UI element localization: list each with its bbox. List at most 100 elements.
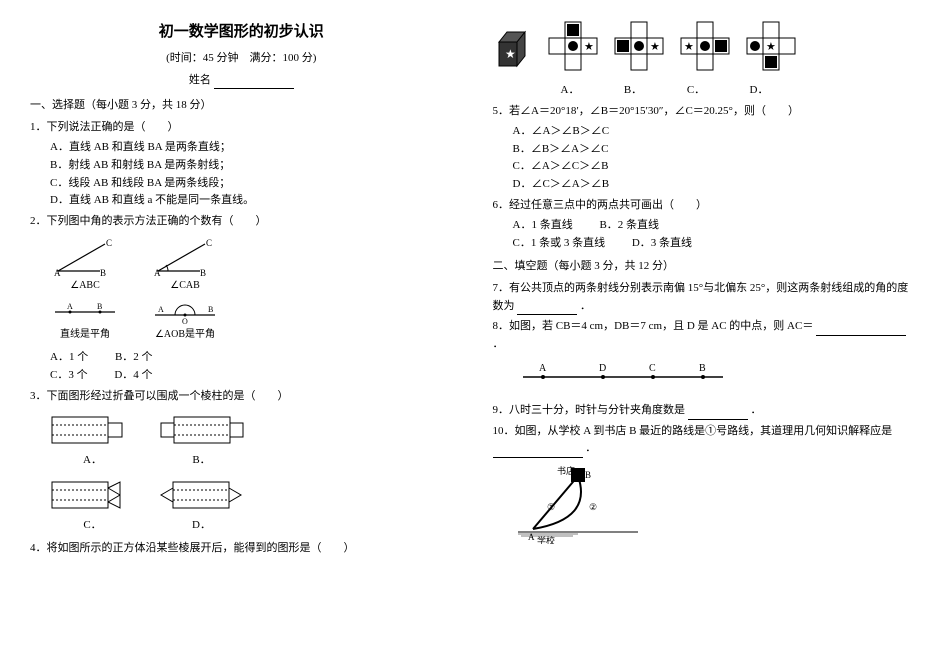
- q7-stem2: ．: [580, 300, 591, 312]
- q1-c: C．线段 AB 和线段 BA 是两条线段；: [50, 175, 453, 193]
- q5-a: A．∠A＞∠B＞∠C: [513, 123, 916, 141]
- svg-text:A: A: [158, 305, 164, 314]
- q10: 10．如图，从学校 A 到书店 B 最近的路线是①号路线，其道理用几何知识解释应…: [493, 423, 916, 458]
- q2-fig3: A B 直线是平角: [50, 300, 120, 343]
- section2-head: 二、填空题（每小题 3 分，共 12 分）: [493, 258, 916, 276]
- net-label-c: C．: [669, 82, 724, 100]
- fold-c-svg: [50, 476, 135, 514]
- q3-figD: D．: [159, 476, 244, 535]
- q5-b: B．∠B＞∠A＞∠C: [513, 141, 916, 159]
- svg-text:A: A: [528, 532, 535, 542]
- svg-text:A: A: [154, 268, 161, 276]
- name-blank: [214, 88, 294, 89]
- fold-b-svg: [159, 411, 244, 449]
- svg-text:C: C: [106, 238, 112, 248]
- svg-text:①: ①: [547, 502, 555, 512]
- q6-row1: A．1 条直线 B．2 条直线: [513, 217, 916, 235]
- q2-fig4: A O B ∠AOB是平角: [150, 300, 220, 343]
- q1-a: A．直线 AB 和直线 BA 是两条直线；: [50, 139, 453, 157]
- q10-figure: A B 书店 学校 ① ②: [513, 464, 916, 551]
- q3-figA: A．: [50, 411, 135, 470]
- q7-blank: [517, 314, 577, 315]
- left-column: 初一数学图形的初步认识 (时间：45 分钟 满分：100 分) 姓名 一、选择题…: [30, 20, 453, 648]
- q8-figure: A D C B: [513, 359, 916, 396]
- svg-text:A: A: [539, 363, 547, 374]
- q8: 8．如图，若 CB＝4 cm，DB＝7 cm，且 D 是 AC 的中点，则 AC…: [493, 318, 916, 353]
- q3-capB: B．: [159, 452, 244, 470]
- svg-text:B: B: [200, 268, 206, 276]
- q3-row1: A． B．: [50, 411, 453, 470]
- q2-cap2: ∠CAB: [150, 278, 220, 294]
- right-column: ★ ★ ★: [493, 20, 916, 648]
- q6-b: B．2 条直线: [599, 217, 659, 235]
- net-c-svg: ★: [677, 20, 735, 78]
- q4-stem: 4．将如图所示的正方体沿某些棱展开后，能得到的图形是（ ）: [30, 540, 453, 558]
- number-line-svg: A D C B: [513, 359, 733, 389]
- q3-stem: 3．下面图形经过折叠可以围成一个棱柱的是（ ）: [30, 388, 453, 406]
- svg-text:B: B: [699, 363, 706, 374]
- q3-capD: D．: [159, 517, 244, 535]
- q2-fig2: A B C ∠CAB: [150, 236, 220, 294]
- q5-c: C．∠A＞∠C＞∠B: [513, 158, 916, 176]
- fold-d-svg: [159, 476, 244, 514]
- net-a-svg: ★: [545, 20, 603, 78]
- svg-text:C: C: [649, 363, 656, 374]
- q3-row2: C． D．: [50, 476, 453, 535]
- svg-text:学校: 学校: [537, 535, 555, 544]
- svg-text:★: ★: [684, 41, 694, 53]
- svg-text:A: A: [67, 302, 73, 311]
- q2-fig1: A B C ∠ABC: [50, 236, 120, 294]
- svg-text:B: B: [97, 302, 102, 311]
- svg-text:B: B: [208, 305, 213, 314]
- svg-text:书店: 书店: [557, 465, 575, 476]
- svg-text:★: ★: [584, 41, 594, 53]
- net-d-svg: ★: [743, 20, 801, 78]
- q3-figB: B．: [159, 411, 244, 470]
- q9-stem2: ．: [751, 404, 762, 416]
- q2-cap4: ∠AOB是平角: [150, 327, 220, 343]
- svg-text:★: ★: [505, 47, 516, 61]
- net-labels: A． B． C． D．: [543, 82, 916, 100]
- q1-b: B．射线 AB 和射线 BA 是两条射线；: [50, 157, 453, 175]
- svg-text:②: ②: [589, 502, 597, 512]
- q2-stem: 2．下列图中角的表示方法正确的个数有（ ）: [30, 213, 453, 231]
- nets-row: ★ ★ ★: [493, 20, 916, 78]
- q3-capC: C．: [50, 517, 135, 535]
- q6-d: D．3 条直线: [632, 235, 692, 253]
- q2-b: B．2 个: [115, 349, 153, 367]
- name-label: 姓名: [189, 74, 211, 86]
- net-b-svg: ★: [611, 20, 669, 78]
- angle-cab-svg: A B C: [150, 236, 220, 276]
- svg-text:D: D: [599, 363, 606, 374]
- q7: 7．有公共顶点的两条射线分别表示南偏 15°与北偏东 25°，则这两条射线组成的…: [493, 280, 916, 315]
- straight-angle-svg: A O B: [150, 300, 220, 325]
- q2-opts-row1: A．1 个 B．2 个: [50, 349, 453, 367]
- svg-text:B: B: [585, 470, 591, 480]
- q2-cap1: ∠ABC: [50, 278, 120, 294]
- fold-a-svg: [50, 411, 135, 449]
- q2-figs-row1: A B C ∠ABC A B C ∠CAB: [50, 236, 453, 294]
- q10-stem1: 10．如图，从学校 A 到书店 B 最近的路线是①号路线，其道理用几何知识解释应…: [493, 425, 893, 437]
- angle-abc-svg: A B C: [50, 236, 120, 276]
- q8-stem2: ．: [493, 338, 504, 350]
- cube-svg: ★: [493, 24, 537, 74]
- q6-row2: C．1 条或 3 条直线 D．3 条直线: [513, 235, 916, 253]
- svg-text:O: O: [182, 317, 188, 325]
- q8-blank: [816, 335, 906, 336]
- q9-stem1: 9．八时三十分，时针与分针夹角度数是: [493, 404, 686, 416]
- q1-stem: 1．下列说法正确的是（ ）: [30, 119, 453, 137]
- section1-head: 一、选择题（每小题 3 分，共 18 分）: [30, 97, 453, 115]
- name-line: 姓名: [30, 72, 453, 90]
- q2-cap3: 直线是平角: [50, 327, 120, 343]
- q3-figC: C．: [50, 476, 135, 535]
- q2-d: D．4 个: [114, 367, 152, 385]
- doc-subtitle: (时间：45 分钟 满分：100 分): [30, 50, 453, 68]
- q2-a: A．1 个: [50, 349, 88, 367]
- svg-text:★: ★: [650, 41, 660, 53]
- svg-text:B: B: [100, 268, 106, 276]
- q2-opts-row2: C．3 个 D．4 个: [50, 367, 453, 385]
- net-label-b: B．: [606, 82, 661, 100]
- q6-c: C．1 条或 3 条直线: [513, 235, 606, 253]
- doc-title: 初一数学图形的初步认识: [30, 20, 453, 44]
- svg-text:A: A: [54, 268, 61, 276]
